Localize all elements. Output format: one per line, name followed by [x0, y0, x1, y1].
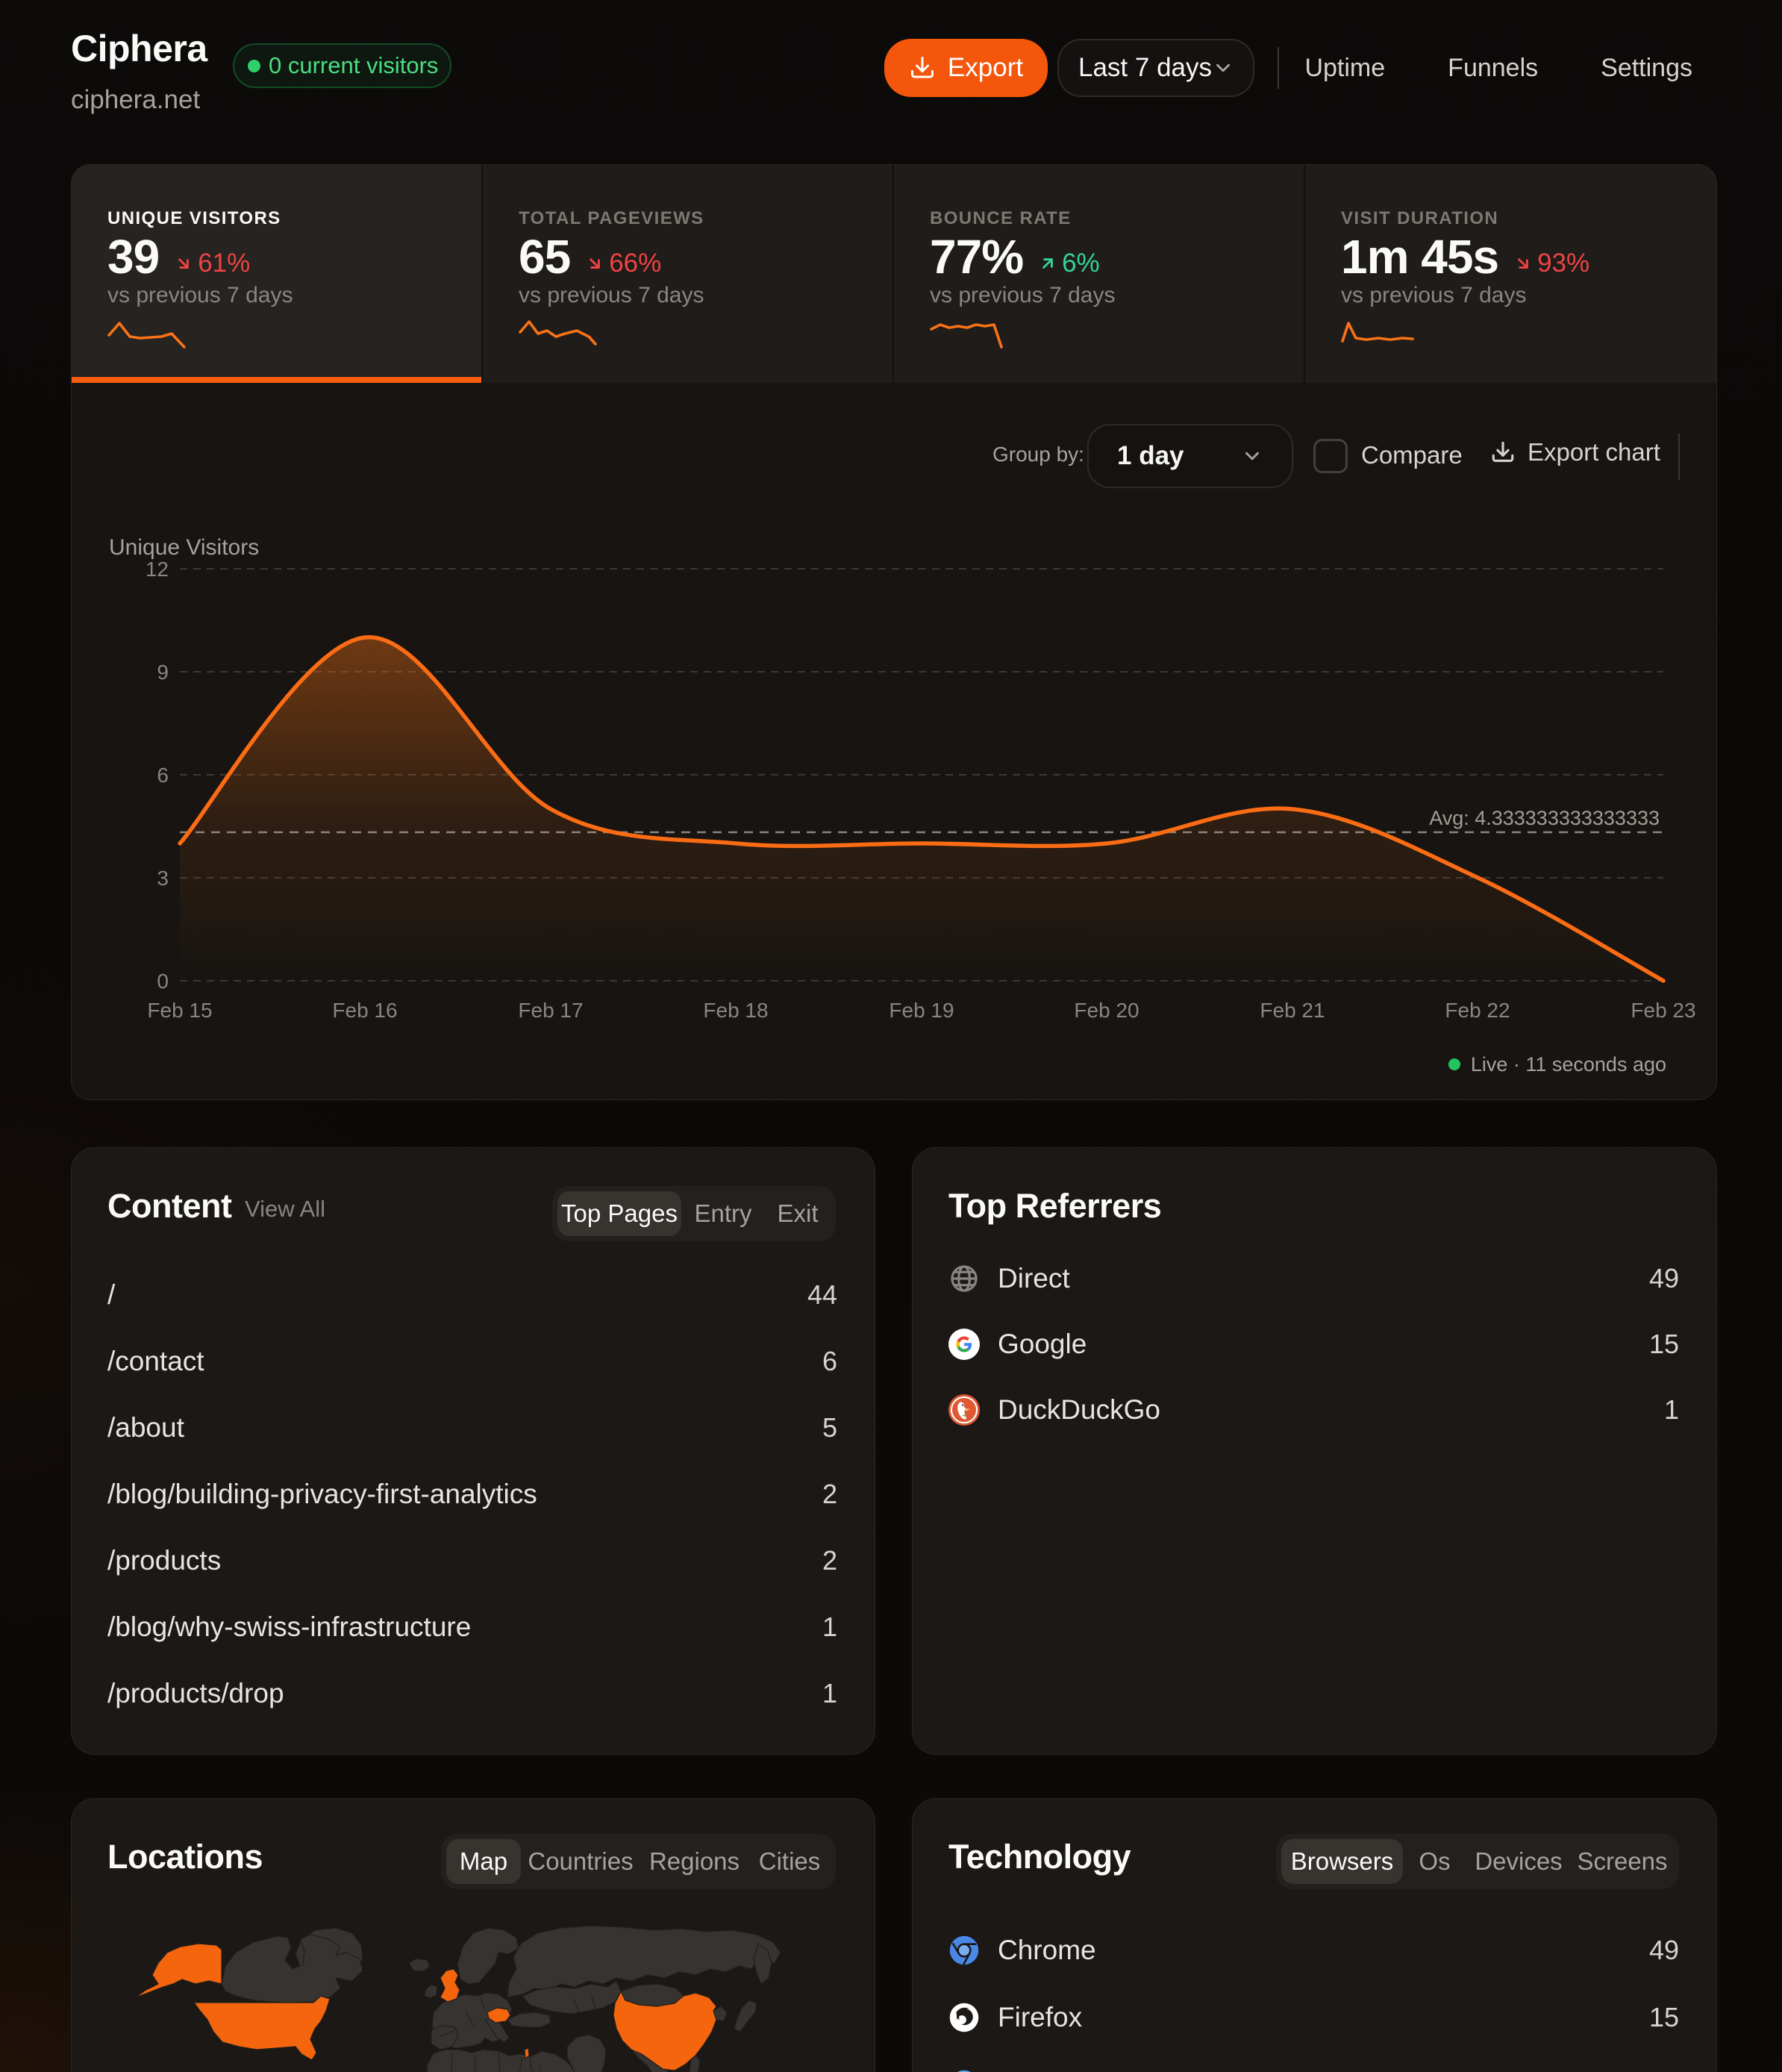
svg-text:Feb 16: Feb 16 [332, 999, 397, 1022]
svg-text:0: 0 [157, 970, 169, 993]
svg-text:Feb 22: Feb 22 [1445, 999, 1510, 1022]
svg-text:Feb 19: Feb 19 [889, 999, 954, 1022]
svg-text:9: 9 [157, 661, 169, 684]
svg-text:Live · 11 seconds ago: Live · 11 seconds ago [1471, 1053, 1666, 1076]
svg-text:Feb 20: Feb 20 [1074, 999, 1139, 1022]
svg-text:3: 3 [157, 867, 169, 890]
svg-text:Unique Visitors: Unique Visitors [109, 535, 259, 560]
svg-text:Avg: 4.333333333333333: Avg: 4.333333333333333 [1429, 807, 1660, 829]
svg-text:Feb 18: Feb 18 [703, 999, 768, 1022]
svg-text:12: 12 [146, 558, 169, 581]
svg-text:6: 6 [157, 764, 169, 787]
svg-text:Feb 17: Feb 17 [518, 999, 583, 1022]
svg-text:Feb 15: Feb 15 [147, 999, 212, 1022]
svg-text:Feb 21: Feb 21 [1260, 999, 1325, 1022]
svg-text:Feb 23: Feb 23 [1631, 999, 1695, 1022]
